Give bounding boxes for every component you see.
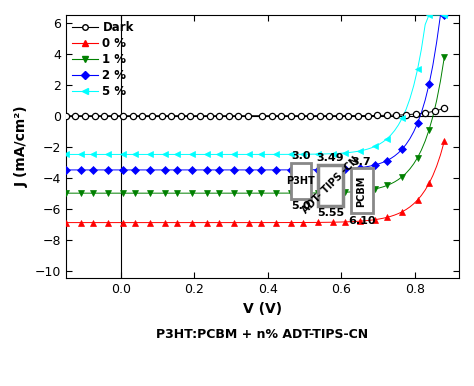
X-axis label: V (V): V (V): [243, 302, 282, 316]
Text: PCBM: PCBM: [356, 175, 366, 207]
Text: P3HT: P3HT: [286, 176, 315, 186]
Text: 5.55: 5.55: [317, 208, 344, 218]
Bar: [351, 168, 373, 213]
Legend: Dark, 0 %, 1 %, 2 %, 5 %: Dark, 0 %, 1 %, 2 %, 5 %: [69, 19, 136, 100]
Text: 3.7: 3.7: [352, 156, 372, 166]
Text: 6.10: 6.10: [348, 216, 375, 226]
Text: 3.0: 3.0: [291, 151, 310, 161]
Text: 3.49: 3.49: [317, 152, 344, 163]
Bar: [291, 163, 311, 198]
Text: P3HT:PCBM + n% ADT-TIPS-CN: P3HT:PCBM + n% ADT-TIPS-CN: [156, 328, 368, 341]
Text: 5.0: 5.0: [291, 201, 310, 211]
Bar: [318, 164, 343, 206]
Text: ADT- TIPS -CN: ADT- TIPS -CN: [300, 155, 361, 215]
Y-axis label: J (mA/cm²): J (mA/cm²): [15, 106, 29, 188]
